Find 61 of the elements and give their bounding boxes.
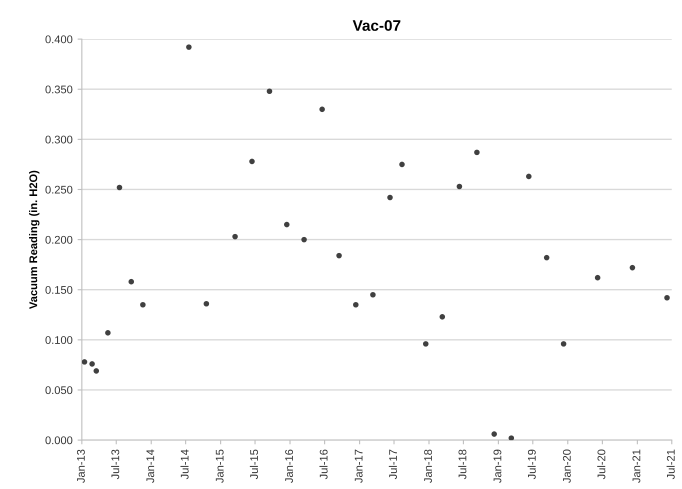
point bbox=[508, 435, 514, 440]
x-tick-label: Jan-21 bbox=[632, 450, 640, 483]
point bbox=[284, 222, 290, 228]
y-tick-label: 0.200 bbox=[45, 236, 72, 244]
x-tick-label: Jan-20 bbox=[562, 450, 571, 483]
x-tick-label: Jul-16 bbox=[319, 450, 328, 480]
point bbox=[232, 234, 238, 240]
point bbox=[474, 150, 480, 156]
y-tick-label: 0.350 bbox=[45, 86, 72, 94]
x-tick-label: Jan-13 bbox=[76, 450, 85, 483]
point bbox=[186, 44, 192, 50]
x-tick-label: Jan-18 bbox=[424, 450, 432, 483]
y-tick-label: 0.150 bbox=[45, 286, 72, 294]
x-tick-label: Jul-15 bbox=[250, 450, 258, 480]
y-tick-label: 0.250 bbox=[45, 186, 72, 194]
x-tick-label: Jan-16 bbox=[285, 450, 293, 483]
point bbox=[319, 106, 325, 112]
y-tick-label: 0.400 bbox=[45, 35, 72, 44]
x-tick-label: Jan-19 bbox=[494, 450, 502, 483]
point bbox=[301, 236, 307, 242]
point bbox=[336, 252, 342, 258]
point bbox=[456, 184, 462, 190]
point bbox=[440, 314, 446, 320]
point bbox=[370, 292, 376, 298]
x-tick-label: Jul-21 bbox=[666, 450, 675, 480]
point bbox=[594, 274, 600, 280]
point bbox=[526, 174, 532, 180]
x-tick-label: Jan-14 bbox=[146, 449, 154, 483]
point bbox=[664, 294, 670, 301]
point bbox=[422, 341, 429, 347]
point bbox=[204, 300, 210, 307]
point bbox=[105, 330, 111, 336]
point bbox=[116, 184, 122, 190]
x-tick-label: Jan-17 bbox=[354, 450, 363, 483]
point bbox=[266, 88, 272, 94]
point bbox=[353, 302, 359, 308]
x-tick-label: Jul-17 bbox=[388, 450, 397, 480]
point bbox=[82, 359, 88, 365]
point bbox=[399, 162, 405, 168]
point bbox=[140, 302, 146, 308]
point bbox=[94, 368, 100, 374]
point bbox=[491, 431, 497, 437]
x-tick-label: Jan-15 bbox=[216, 450, 224, 483]
chart-title: Vac-07 bbox=[352, 20, 400, 31]
point bbox=[89, 361, 95, 367]
y-tick-label: 0.000 bbox=[45, 436, 72, 444]
y-tick-label: 0.100 bbox=[45, 336, 72, 344]
x-tick-label: Jul-13 bbox=[111, 450, 120, 480]
point bbox=[560, 341, 566, 347]
point bbox=[387, 194, 393, 200]
y-axis-title: Vacuum Reading (in. H2O) bbox=[29, 170, 40, 309]
point bbox=[544, 254, 550, 260]
x-tick-label: Jul-19 bbox=[528, 450, 536, 480]
point bbox=[249, 158, 255, 164]
point bbox=[128, 278, 134, 284]
x-tick-label: Jul-18 bbox=[458, 450, 466, 480]
x-tick-label: Jul-20 bbox=[597, 450, 606, 480]
y-tick-label: 0.300 bbox=[45, 136, 72, 144]
y-tick-label: 0.050 bbox=[45, 386, 72, 394]
point bbox=[630, 264, 636, 270]
x-tick-label: Jul-14 bbox=[180, 449, 189, 480]
